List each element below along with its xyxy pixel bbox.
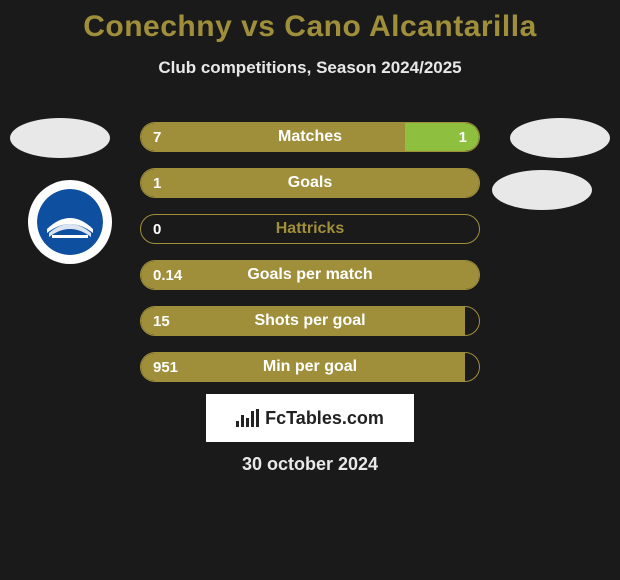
stat-value-left: 0.14 [153,261,182,289]
alaves-logo-icon [37,189,103,255]
stats-container: Matches71Goals1Hattricks0Goals per match… [140,122,480,398]
stat-label: Shots per goal [141,307,479,335]
club-left-badge [28,180,112,264]
date-text: 30 october 2024 [0,454,620,475]
bar-chart-icon [236,409,259,427]
stat-row: Matches7 1 [140,122,480,152]
stat-row: Hattricks0 [140,214,480,244]
brand-badge: FcTables.com [206,394,414,442]
player-right-badge [510,118,610,158]
stat-value-left: 7 [153,123,161,151]
stat-value-right: 1 [459,123,467,151]
stat-row: Goals1 [140,168,480,198]
stat-label: Goals per match [141,261,479,289]
stat-row: Goals per match0.14 [140,260,480,290]
comparison-card: Conechny vs Cano Alcantarilla Club compe… [0,0,620,580]
club-right-badge [492,170,592,210]
stat-label: Goals [141,169,479,197]
stat-value-left: 951 [153,353,178,381]
brand-text: FcTables.com [265,408,384,429]
player-left-badge [10,118,110,158]
stat-label: Min per goal [141,353,479,381]
stat-row: Min per goal951 [140,352,480,382]
page-title: Conechny vs Cano Alcantarilla [0,0,620,44]
club-left-logo [37,189,103,255]
stat-label: Hattricks [141,215,479,243]
stat-value-left: 0 [153,215,161,243]
stat-label: Matches [141,123,479,151]
stat-value-left: 1 [153,169,161,197]
stat-value-left: 15 [153,307,170,335]
stat-row: Shots per goal15 [140,306,480,336]
subtitle: Club competitions, Season 2024/2025 [0,58,620,78]
